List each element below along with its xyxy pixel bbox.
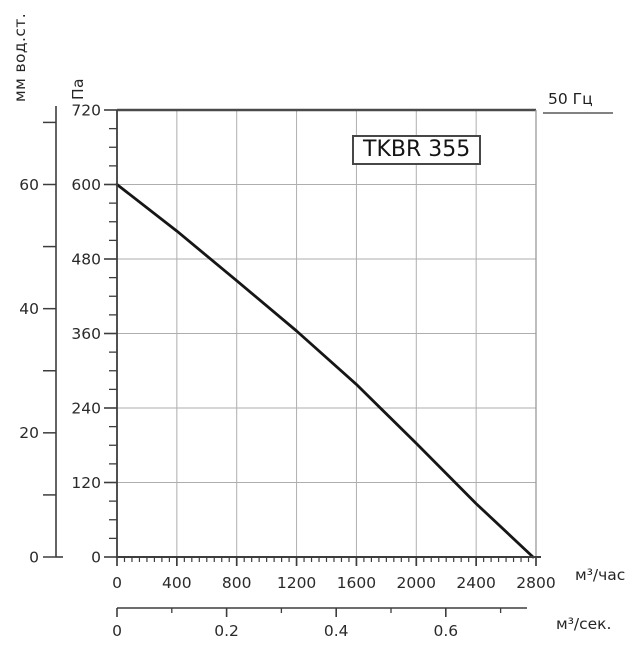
mm-tick-label: 60 <box>19 176 39 194</box>
pa-tick-label: 480 <box>71 250 101 268</box>
y-axis-pa-label: Па <box>69 78 87 100</box>
pa-tick-label: 0 <box>91 548 101 566</box>
hour-tick-label: 2400 <box>456 574 495 592</box>
pa-tick-label: 600 <box>71 176 101 194</box>
pa-tick-label: 120 <box>71 474 101 492</box>
pa-tick-label: 720 <box>71 101 101 119</box>
mm-tick-label: 40 <box>19 300 39 318</box>
chart-title: TKBR 355 <box>352 135 482 165</box>
x-axis-sec-unit: м³/сек. <box>556 615 612 633</box>
sec-tick-label: 0.6 <box>433 622 458 640</box>
sec-tick-label: 0 <box>112 622 122 640</box>
hour-tick-label: 400 <box>162 574 192 592</box>
hour-tick-label: 2000 <box>397 574 436 592</box>
hour-tick-label: 0 <box>112 574 122 592</box>
x-axis-hour-unit: м³/час <box>575 566 626 584</box>
mm-tick-label: 20 <box>19 424 39 442</box>
mm-tick-label: 0 <box>29 548 39 566</box>
sec-tick-label: 0.2 <box>214 622 239 640</box>
sec-tick-label: 0.4 <box>324 622 349 640</box>
y-axis-mm-label: мм вод.ст. <box>11 12 29 102</box>
hour-tick-label: 800 <box>222 574 252 592</box>
hour-tick-label: 1200 <box>277 574 316 592</box>
pa-tick-label: 240 <box>71 399 101 417</box>
frequency-label: 50 Гц <box>543 90 613 114</box>
hour-tick-label: 1600 <box>337 574 376 592</box>
hour-tick-label: 2800 <box>516 574 555 592</box>
pa-tick-label: 360 <box>71 325 101 343</box>
curve-path <box>115 183 535 559</box>
